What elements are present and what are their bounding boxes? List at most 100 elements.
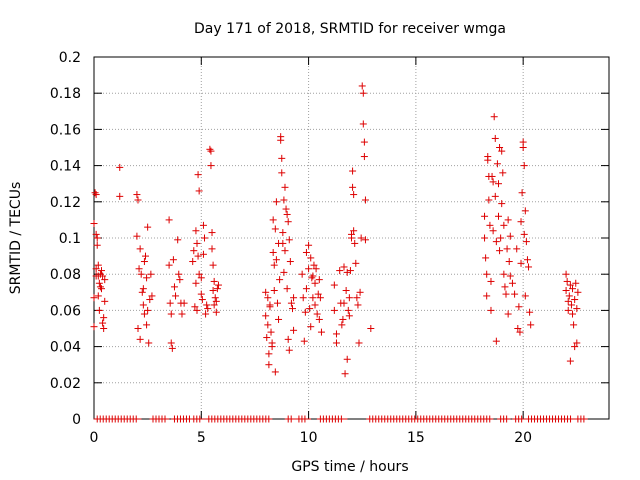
data-point (166, 299, 174, 307)
data-point (570, 321, 578, 329)
y-tick-label: 0.06 (50, 303, 81, 319)
data-point (100, 314, 108, 322)
data-point (493, 160, 501, 168)
x-tick-label: 15 (407, 430, 425, 446)
data-point (99, 272, 107, 280)
data-point (165, 216, 173, 224)
data-point (133, 232, 141, 240)
data-point (262, 312, 270, 320)
data-point (340, 299, 348, 307)
data-point (571, 343, 579, 351)
data-point (522, 238, 530, 246)
data-point (357, 234, 365, 242)
data-point (92, 191, 100, 199)
data-point (116, 192, 124, 200)
data-point (343, 268, 351, 276)
data-point (348, 234, 355, 242)
x-tick-label: 20 (514, 430, 532, 446)
y-tick-label: 0.18 (50, 86, 81, 102)
data-point (566, 281, 574, 289)
data-point (277, 136, 285, 144)
x-axis-label: GPS time / hours (291, 459, 408, 475)
data-point (283, 210, 291, 218)
data-point (332, 339, 340, 347)
data-point (504, 216, 512, 224)
data-point (199, 221, 207, 229)
data-point (359, 120, 367, 128)
data-point (299, 294, 307, 302)
data-point (193, 239, 201, 247)
data-point (192, 279, 200, 287)
x-tick-label: 5 (197, 430, 206, 446)
data-point (342, 286, 350, 294)
data-point (143, 321, 151, 329)
data-point (99, 319, 107, 327)
data-point (269, 248, 277, 256)
data-point (308, 274, 316, 282)
data-point (268, 343, 276, 351)
data-point (567, 301, 575, 309)
data-point (137, 270, 145, 278)
y-tick-label: 0.14 (50, 159, 81, 175)
data-point (213, 285, 221, 293)
data-point (140, 310, 148, 318)
y-tick-label: 0.08 (50, 267, 81, 283)
data-point (207, 162, 215, 170)
data-point (178, 310, 186, 318)
data-point (145, 339, 153, 347)
data-point (341, 370, 349, 378)
data-point (573, 305, 581, 313)
data-point (518, 189, 526, 197)
data-point (206, 145, 214, 153)
data-point (267, 328, 275, 336)
data-point (574, 288, 582, 296)
data-point (175, 270, 183, 278)
data-point (147, 270, 155, 278)
data-point (487, 306, 495, 314)
y-tick-label: 0.16 (50, 122, 81, 138)
data-point (359, 89, 367, 97)
data-point (316, 294, 324, 302)
data-point (287, 299, 295, 307)
data-point (358, 82, 366, 90)
data-point (497, 234, 505, 242)
data-point (92, 230, 100, 238)
data-point (356, 288, 364, 296)
chart-title: Day 171 of 2018, SRMTID for receiver wmg… (194, 21, 506, 37)
data-point (139, 301, 147, 309)
data-point (307, 254, 315, 262)
data-point (339, 315, 347, 323)
data-point (172, 292, 180, 300)
data-point (515, 303, 523, 311)
data-point (494, 212, 502, 220)
data-point (134, 196, 142, 204)
data-point (207, 147, 215, 155)
data-point (269, 216, 277, 224)
data-point (501, 283, 509, 291)
data-point (481, 234, 489, 242)
data-point (93, 241, 101, 249)
data-point (483, 270, 491, 278)
data-point (204, 305, 212, 313)
data-point (270, 261, 278, 269)
y-tick-label: 0.12 (50, 195, 81, 211)
y-tick-label: 0.2 (59, 50, 81, 66)
data-point (566, 357, 574, 365)
data-point (167, 339, 175, 347)
data-point (336, 267, 344, 275)
data-point (485, 196, 493, 204)
data-point (278, 169, 286, 177)
data-point (311, 301, 319, 309)
data-point (285, 236, 293, 244)
data-point (314, 290, 322, 298)
data-point (290, 294, 298, 302)
data-point (312, 265, 320, 273)
data-point (361, 196, 369, 204)
data-point (90, 323, 98, 331)
data-point (521, 292, 529, 300)
data-point (281, 183, 289, 191)
data-point (210, 277, 218, 285)
data-point (498, 147, 506, 155)
data-point (192, 227, 200, 235)
data-point (135, 265, 143, 273)
